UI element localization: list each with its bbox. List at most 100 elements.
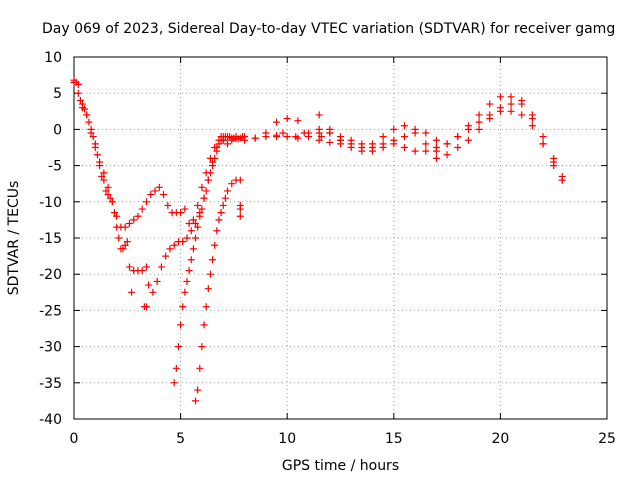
data-point [236,212,244,220]
series-trace-6 [219,93,566,180]
data-point [142,303,150,311]
data-point [368,140,376,148]
y-tick-label: 0 [53,122,62,138]
data-point [315,136,323,144]
data-point [528,115,536,123]
data-point [496,104,504,112]
data-point [400,144,408,151]
data-point [475,125,483,133]
series-trace-2 [70,76,131,253]
data-point [317,133,325,141]
data-point [111,209,119,217]
data-point [115,234,123,242]
data-point [305,133,313,141]
data-point [151,187,159,195]
data-point [102,187,110,195]
data-point [89,133,97,141]
series-trace-3 [125,133,246,296]
data-point [76,96,84,104]
data-point [539,140,547,148]
data-point [224,187,232,195]
data-point [292,133,300,141]
data-point [209,256,217,264]
data-point [202,303,210,311]
data-point [149,288,157,296]
y-tick-label: 5 [53,86,62,102]
data-point [179,303,187,311]
data-point [113,223,121,231]
data-point [104,183,112,191]
data-point [390,140,398,148]
data-point [390,125,398,133]
data-point [368,147,376,155]
data-point [83,111,91,119]
data-point [170,241,178,249]
data-point [166,245,174,253]
data-point [192,220,200,228]
x-tick-label: 0 [70,431,79,447]
data-point [443,151,451,159]
data-point [347,136,355,144]
data-point [142,198,150,206]
data-point [294,117,302,125]
data-point [177,321,185,329]
series-trace-8 [326,100,566,184]
data-point [507,107,515,115]
data-point [170,379,178,387]
data-point [518,111,526,119]
x-axis-tick-labels: 0 5 10 15 20 25 [70,431,616,447]
data-point [358,140,366,148]
data-point [379,144,387,151]
data-point [134,212,142,220]
data-point [558,176,566,184]
data-point [145,281,153,289]
data-point [326,138,334,146]
data-point [454,133,462,141]
data-point [422,147,430,155]
data-point [411,129,419,137]
y-tick-label: -40 [39,412,62,428]
data-point [194,201,202,209]
data-point [219,136,227,144]
data-point [347,144,355,151]
data-point [475,118,483,126]
data-point [486,115,494,123]
y-tick-label: -30 [39,340,62,356]
x-tick-label: 20 [491,431,509,447]
data-point [464,136,472,144]
y-tick-label: -5 [48,159,62,175]
data-point [315,125,323,133]
data-point [315,111,323,119]
data-point [155,183,163,191]
data-point [215,216,223,224]
x-tick-label: 25 [598,431,616,447]
data-point [209,162,217,170]
data-point [81,105,89,113]
data-point [213,227,221,235]
data-point [422,129,430,137]
data-point [74,89,82,97]
data-point [106,194,114,202]
grid-lines [74,57,607,419]
data-point [183,277,191,285]
data-point [202,187,210,195]
data-point [96,162,104,170]
data-point [174,343,182,351]
data-point [147,191,155,199]
chart-title: Day 069 of 2023, Sidereal Day-to-day VTE… [42,21,615,37]
y-tick-label: -20 [39,267,62,283]
data-point [496,93,504,101]
data-point [422,140,430,148]
data-point [236,205,244,213]
data-point [283,133,291,141]
data-point [189,245,197,253]
data-point [128,288,136,296]
data-point [358,147,366,155]
data-point [206,169,214,177]
data-point [181,205,189,213]
data-point [157,263,165,271]
data-point [121,223,129,231]
data-point [273,133,281,141]
data-point [326,129,334,137]
data-point [432,147,440,155]
